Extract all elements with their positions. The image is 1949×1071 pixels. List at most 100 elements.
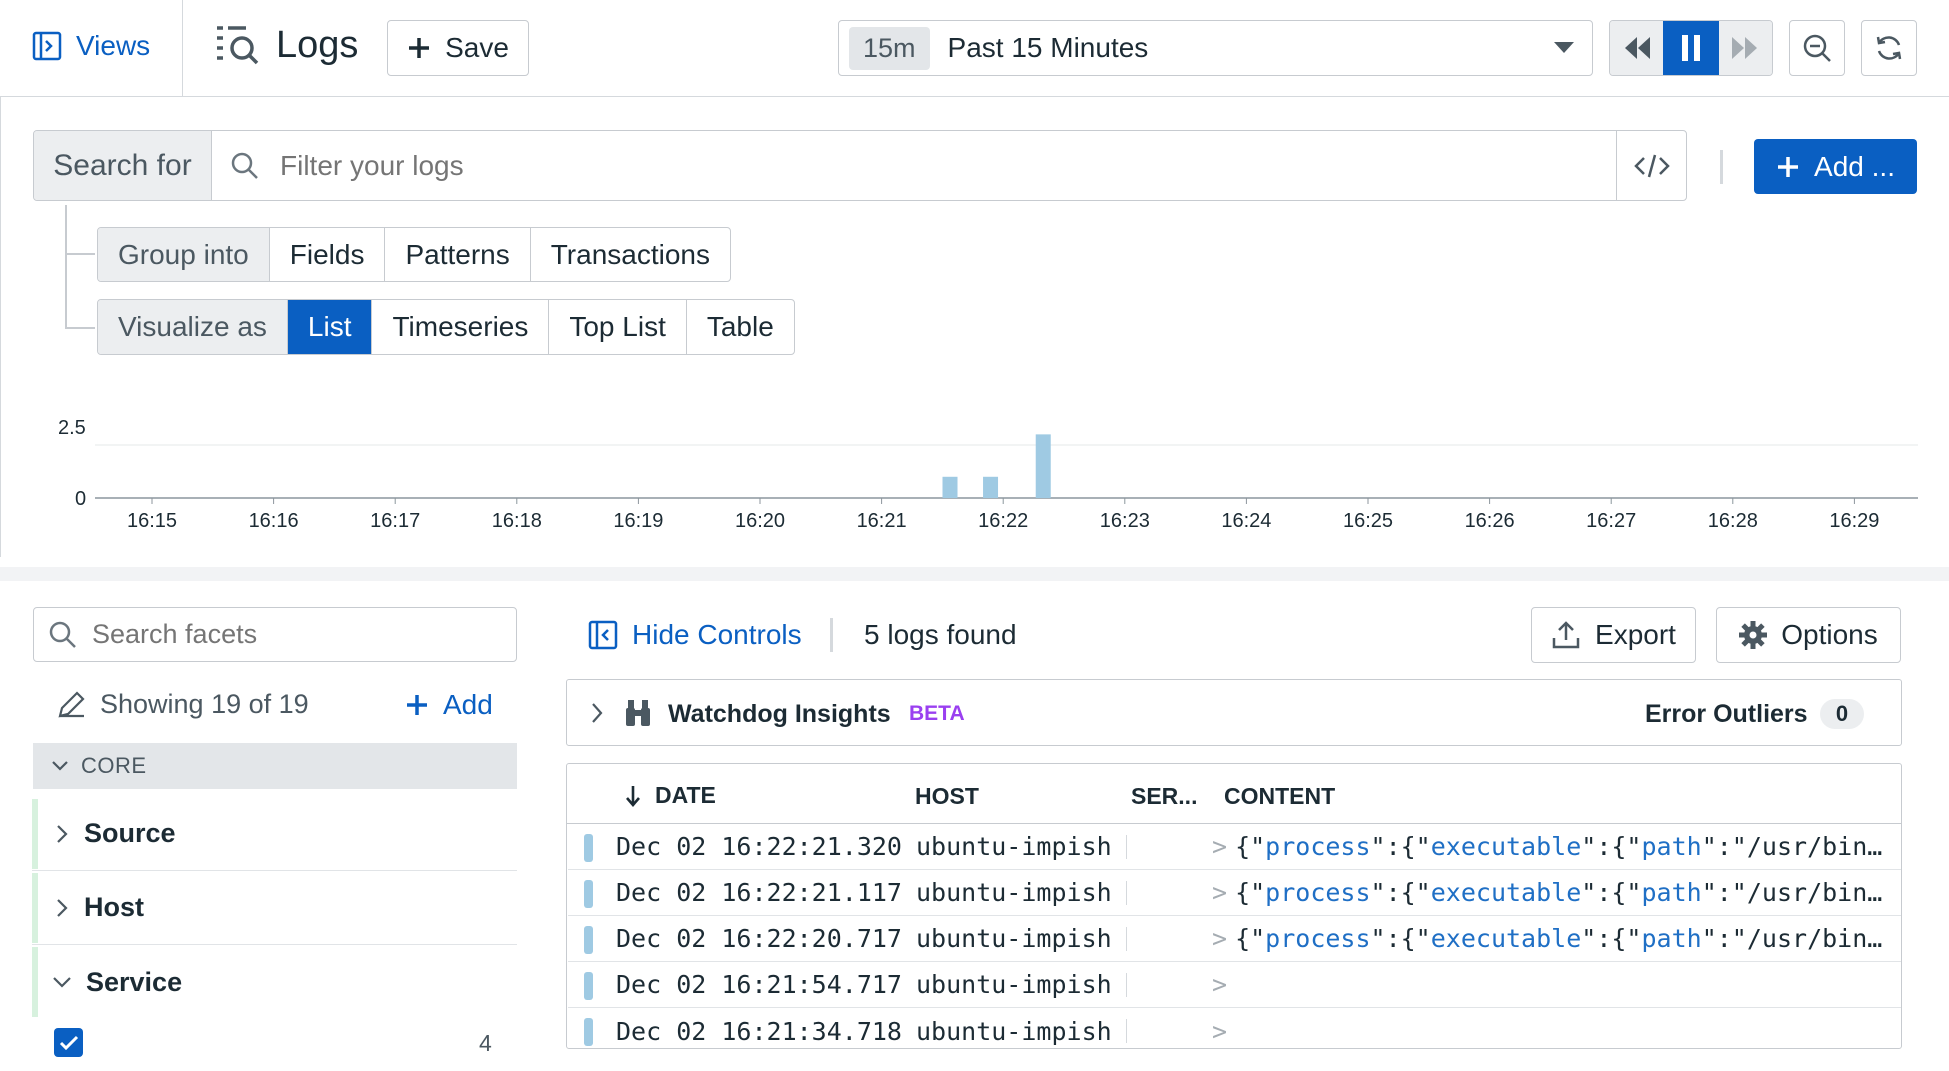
watchdog-insights-panel[interactable]: Watchdog Insights BETA Error Outliers 0 (566, 679, 1902, 746)
cell-date: Dec 02 16:21:54.717 (616, 970, 902, 999)
watchdog-title: Watchdog Insights (668, 700, 891, 728)
logs-count: 5 logs found (864, 619, 1017, 650)
divider (830, 618, 833, 652)
facet-accent (32, 799, 38, 869)
chevron-right-icon (56, 824, 68, 844)
add-facet-button[interactable]: Add (405, 689, 493, 721)
options-button[interactable]: Options (1716, 607, 1901, 663)
facet-host[interactable]: Host (32, 871, 517, 945)
save-button[interactable]: Save (387, 20, 529, 76)
visualize-option-timeseries[interactable]: Timeseries (372, 300, 550, 354)
cell-date: Dec 02 16:22:20.717 (616, 924, 902, 953)
binoculars-icon (623, 698, 653, 728)
export-button[interactable]: Export (1531, 607, 1696, 663)
expand-marker: > (1212, 970, 1228, 999)
facet-accent (32, 873, 38, 943)
time-range-select[interactable]: 15m Past 15 Minutes (838, 20, 1593, 76)
facet-search-input[interactable] (92, 619, 516, 650)
expand-marker: > (1212, 878, 1228, 907)
visualize-option-table[interactable]: Table (706, 311, 774, 342)
y-tick-label: 0 (75, 488, 87, 510)
fast-forward-icon (1731, 37, 1759, 59)
visualize-as-control: Visualize as List Timeseries Top List Ta… (97, 299, 795, 355)
y-tick-label: 2.5 (58, 417, 86, 439)
column-header-host[interactable]: HOST (915, 783, 979, 809)
json-key: process (1265, 924, 1371, 953)
playback-controls (1609, 20, 1773, 76)
hide-controls-button[interactable]: Hide Controls (588, 619, 802, 651)
group-option-transactions[interactable]: Transactions (550, 238, 710, 270)
page-title: Logs (276, 23, 359, 66)
column-header-date[interactable]: DATE (625, 782, 716, 809)
beta-badge: BETA (909, 702, 965, 725)
service-checkbox[interactable] (54, 1028, 83, 1057)
x-tick-label: 16:26 (1464, 510, 1515, 532)
plus-icon (407, 36, 431, 60)
json-value: /usr/bin/ch… (1746, 832, 1892, 861)
facet-service[interactable]: Service (32, 945, 517, 1019)
divider (1720, 150, 1723, 184)
json-key: path (1641, 878, 1702, 907)
visualize-option-top-list[interactable]: Top List (549, 300, 687, 354)
rewind-button[interactable] (1610, 21, 1664, 75)
expand-marker: > (1212, 832, 1228, 861)
facet-count: Showing 19 of 19 (56, 689, 309, 720)
table-row[interactable]: Dec 02 16:21:54.717 ubuntu-impish > (568, 962, 1901, 1008)
time-range-label: Past 15 Minutes (947, 32, 1149, 63)
cell-content: > {"process":{"executable":{"path":"/usr/… (1212, 878, 1892, 907)
service-count: 4 (479, 1030, 492, 1056)
x-tick-label: 16:29 (1829, 510, 1880, 532)
zoom-out-icon (1802, 33, 1832, 63)
hide-controls-label: Hide Controls (632, 619, 802, 650)
fast-forward-button[interactable] (1718, 21, 1772, 75)
chart-bar[interactable] (1035, 434, 1051, 498)
group-option-fields[interactable]: Fields (270, 228, 386, 281)
cell-date: Dec 02 16:22:21.320 (616, 832, 902, 861)
code-toggle-button[interactable] (1616, 131, 1686, 200)
arrow-down-icon (625, 785, 641, 807)
status-indicator (584, 1018, 593, 1046)
x-tick-label: 16:25 (1342, 510, 1394, 532)
cell-host: ubuntu-impish (916, 878, 1127, 907)
facet-accent (32, 947, 38, 1017)
x-tick-label: 16:23 (1099, 510, 1150, 532)
tree-line (65, 205, 67, 327)
column-header-service[interactable]: SER... (1131, 783, 1198, 809)
x-tick-label: 16:22 (978, 510, 1029, 532)
cell-host: ubuntu-impish (916, 924, 1127, 953)
views-panel-icon (32, 31, 62, 61)
x-tick-label: 16:21 (856, 510, 907, 532)
x-tick-label: 16:16 (248, 510, 299, 532)
logs-icon (214, 22, 260, 68)
visualize-option-list[interactable]: List (287, 300, 373, 354)
collapse-panel-icon (588, 620, 618, 650)
tree-line (65, 253, 95, 255)
table-row[interactable]: Dec 02 16:21:34.718 ubuntu-impish > (568, 1008, 1901, 1054)
views-button[interactable]: Views (32, 30, 150, 62)
page-header: Logs (214, 22, 358, 68)
pause-button[interactable] (1663, 21, 1719, 75)
table-row[interactable]: Dec 02 16:22:21.320 ubuntu-impish > {"proce… (568, 824, 1901, 870)
search-input[interactable] (280, 149, 1616, 182)
plus-icon (1776, 155, 1800, 179)
export-icon (1551, 620, 1581, 650)
refresh-button[interactable] (1861, 20, 1917, 76)
log-volume-chart[interactable]: 2.5 0 (0, 400, 1949, 540)
chevron-right-icon (56, 898, 68, 918)
page-border (0, 97, 1, 557)
chart-bar[interactable] (942, 476, 958, 498)
cell-host: ubuntu-impish (916, 970, 1127, 999)
column-header-content[interactable]: CONTENT (1224, 783, 1336, 809)
add-button[interactable]: Add ... (1754, 139, 1917, 194)
chart-bar[interactable] (983, 476, 999, 498)
zoom-out-button[interactable] (1789, 20, 1845, 76)
x-tick-label: 16:15 (126, 510, 178, 532)
facet-section-core[interactable]: CORE (33, 743, 517, 789)
time-badge: 15m (849, 26, 930, 70)
cell-content: > (1212, 970, 1892, 999)
table-row[interactable]: Dec 02 16:22:20.717 ubuntu-impish > {"proce… (568, 916, 1901, 962)
table-row[interactable]: Dec 02 16:22:21.117 ubuntu-impish > {"proce… (568, 870, 1901, 916)
facet-source[interactable]: Source (32, 797, 517, 871)
group-option-patterns[interactable]: Patterns (385, 228, 531, 281)
export-label: Export (1595, 619, 1676, 650)
